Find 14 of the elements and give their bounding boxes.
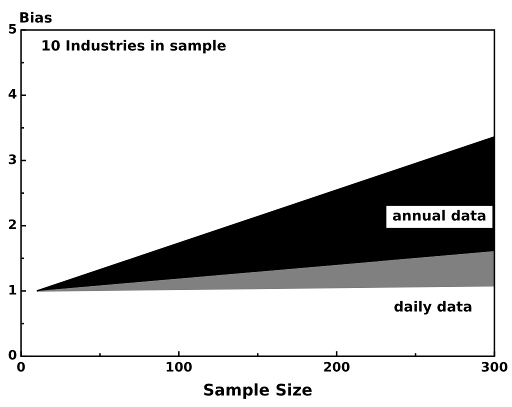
text: annual data (392, 208, 486, 225)
y-tick-label: 4 (8, 88, 18, 103)
y-tick-label: 0 (8, 348, 18, 364)
y-tick-label: 2 (8, 218, 18, 234)
x-tick-label: 300 (480, 360, 508, 376)
x-tick-label: 100 (165, 360, 192, 376)
annotation: 10 Industries in sample (41, 38, 226, 55)
y-tick-label: 3 (8, 152, 18, 168)
x-axis-title: Sample Size (202, 380, 313, 400)
y-tick-label: 1 (8, 283, 18, 298)
x-tick-label: 200 (323, 360, 350, 376)
y-axis-title: Bias (19, 10, 52, 27)
y-tick-label: 5 (8, 22, 18, 38)
series-label: daily data (394, 299, 472, 316)
